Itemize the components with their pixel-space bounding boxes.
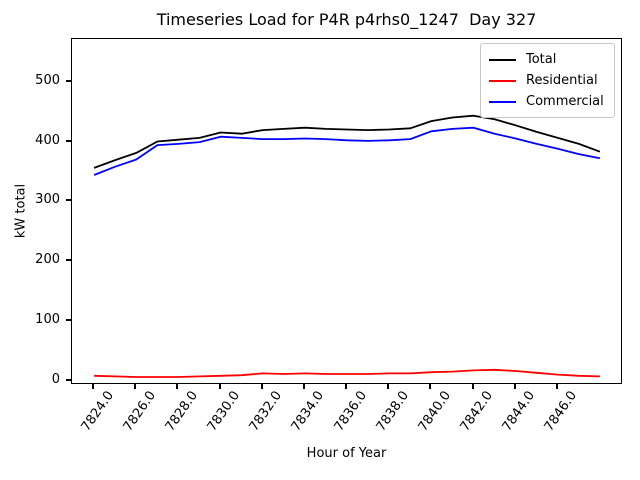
residential-line-swatch xyxy=(489,79,516,82)
series-line-commercial xyxy=(93,126,601,176)
x-tick-mark xyxy=(471,384,474,389)
legend-item-residential: Residential xyxy=(489,70,604,91)
legend-label-commercial: Commercial xyxy=(526,94,604,109)
y-tick-label: 500 xyxy=(35,72,60,88)
x-tick-mark xyxy=(302,384,305,389)
x-tick-mark xyxy=(260,384,263,389)
commercial-line-swatch xyxy=(489,100,516,103)
x-tick-label: 7844.0 xyxy=(499,388,539,435)
legend-label-residential: Residential xyxy=(526,73,598,88)
x-tick-label: 7824.0 xyxy=(78,388,117,435)
legend-label-total: Total xyxy=(526,52,557,67)
legend-item-commercial: Commercial xyxy=(489,91,604,112)
y-tick-mark xyxy=(66,139,71,142)
y-tick-label: 400 xyxy=(35,132,60,148)
y-tick-mark xyxy=(66,259,71,262)
series-line-total xyxy=(93,114,601,169)
x-tick-label: 7836.0 xyxy=(331,388,370,435)
x-tick-label: 7832.0 xyxy=(246,388,286,435)
chart-title: Timeseries Load for P4R p4rhs0_1247 Day … xyxy=(156,10,537,29)
y-tick-mark xyxy=(66,79,71,82)
x-tick-mark xyxy=(176,384,179,389)
x-tick-mark xyxy=(218,384,221,389)
legend: Total Residential Commercial xyxy=(480,43,615,118)
x-axis-label: Hour of Year xyxy=(306,446,387,461)
x-tick-mark xyxy=(92,384,95,389)
x-tick-label: 7830.0 xyxy=(204,388,244,435)
x-tick-label: 7842.0 xyxy=(457,388,496,435)
x-tick-label: 7838.0 xyxy=(373,388,412,435)
y-tick-mark xyxy=(66,319,71,322)
x-tick-mark xyxy=(555,384,558,389)
x-tick-label: 7840.0 xyxy=(415,388,454,435)
y-tick-label: 0 xyxy=(51,372,60,388)
y-tick-label: 300 xyxy=(35,192,60,208)
y-tick-mark xyxy=(66,379,71,382)
total-line-swatch xyxy=(489,58,516,61)
series-line-residential xyxy=(94,368,600,378)
y-tick-mark xyxy=(66,199,71,202)
y-tick-label: 200 xyxy=(35,252,60,268)
x-tick-mark xyxy=(134,384,137,389)
legend-item-total: Total xyxy=(489,49,604,70)
x-tick-mark xyxy=(345,384,347,389)
plot-lines xyxy=(93,114,601,378)
x-tick-label: 7834.0 xyxy=(288,388,328,435)
x-tick-label: 7846.0 xyxy=(541,388,581,435)
x-tick-mark xyxy=(513,384,516,389)
y-tick-label: 100 xyxy=(35,312,60,328)
x-tick-label: 7828.0 xyxy=(162,388,201,435)
x-tick-label: 7826.0 xyxy=(120,388,159,435)
x-tick-mark xyxy=(429,384,432,389)
x-tick-mark xyxy=(387,384,390,389)
